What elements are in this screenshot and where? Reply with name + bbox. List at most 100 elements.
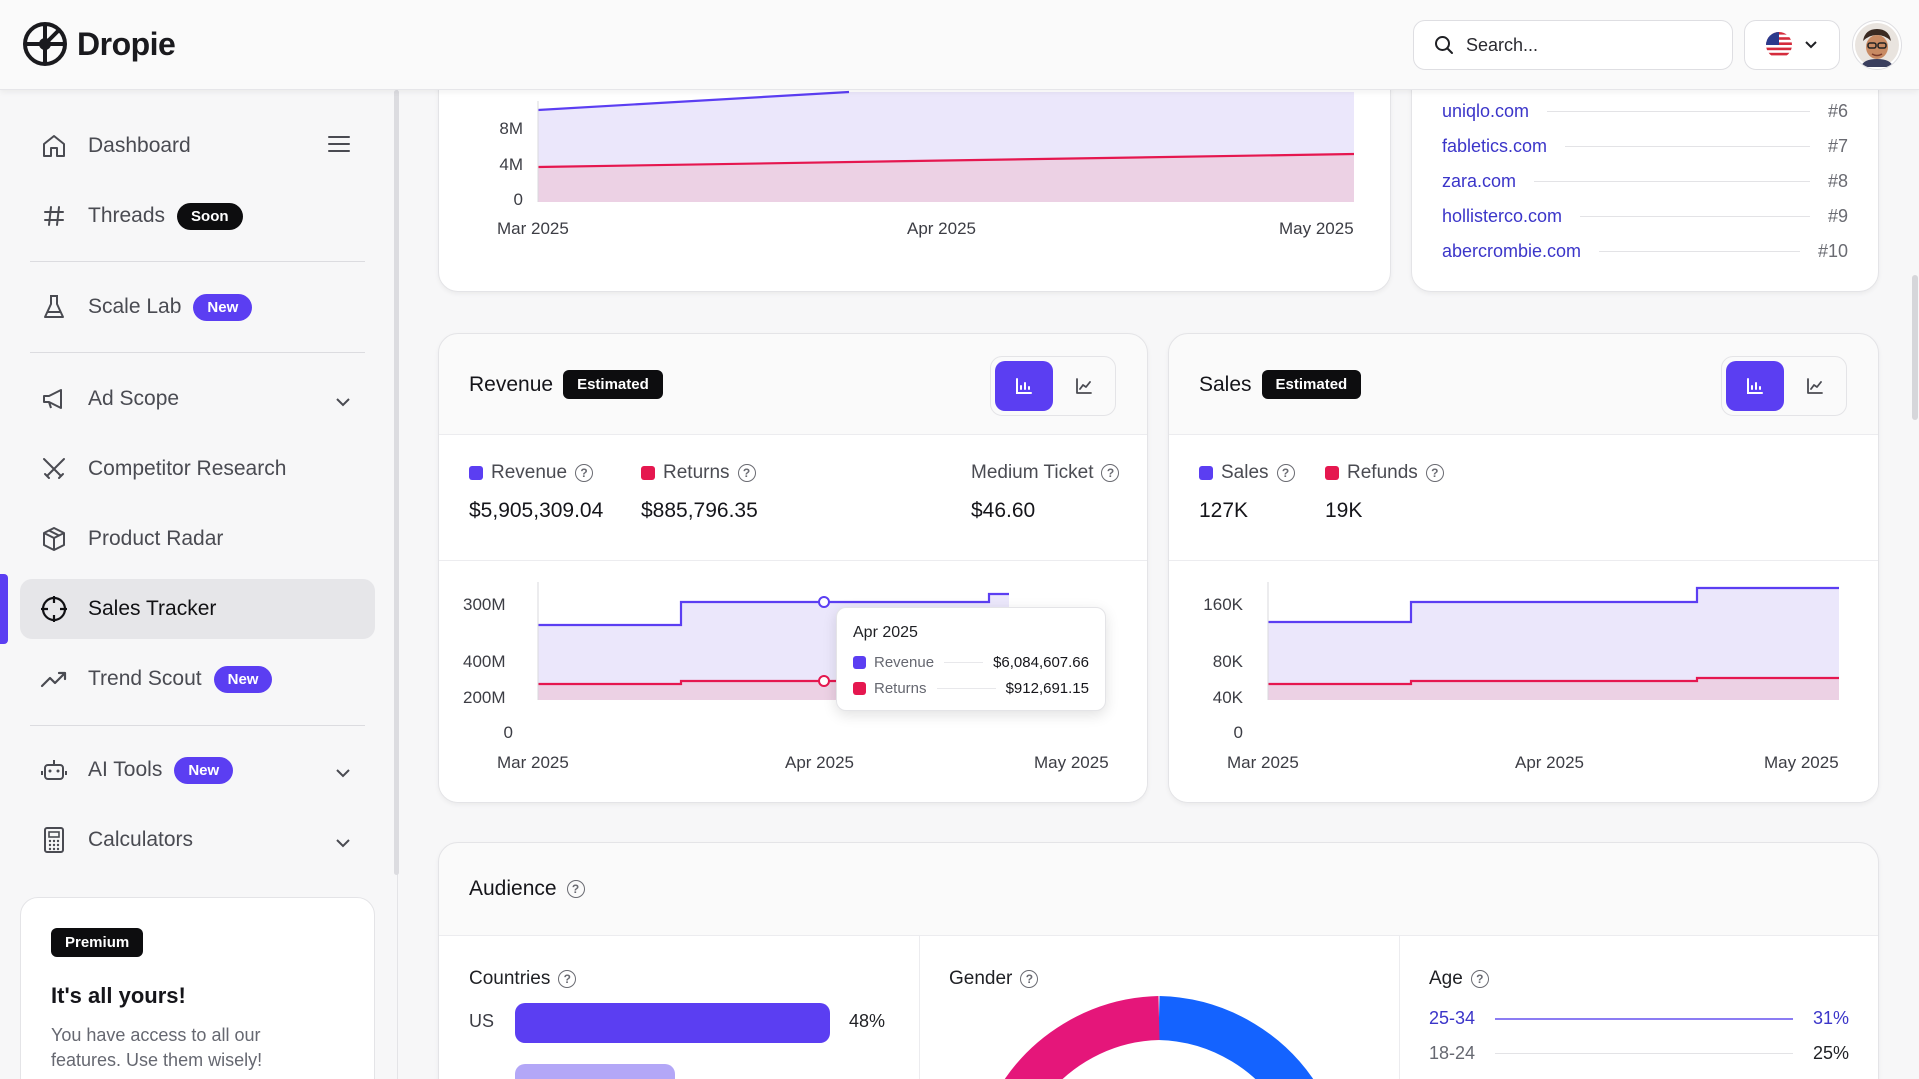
sidebar-item-scale-lab[interactable]: Scale Lab New — [20, 277, 375, 337]
brand-name: Dropie — [77, 25, 176, 62]
sidebar-divider — [30, 352, 365, 353]
gender-title: Gender ? — [949, 968, 1039, 990]
competitor-site[interactable]: hollisterco.com — [1442, 205, 1563, 226]
box-icon — [40, 525, 68, 553]
sidebar-item-label: AI Tools — [88, 758, 163, 781]
sidebar-item-label: Product Radar — [88, 527, 224, 550]
help-icon[interactable]: ? — [1020, 970, 1039, 988]
competitor-rank: #6 — [1827, 100, 1848, 121]
sales-swatch — [1199, 466, 1213, 480]
audience-card: Audience ? Countries ? Gender ? Age ? US… — [438, 842, 1879, 1079]
sidebar-item-threads[interactable]: Threads Soon — [20, 186, 375, 246]
competitor-row[interactable]: fabletics.com #7 — [1442, 134, 1848, 158]
revenue-card: Revenue Estimated Revenue ? Returns ? Me… — [438, 333, 1148, 803]
tooltip-revenue-value: $6,084,607.66 — [993, 654, 1089, 671]
country-bar[interactable] — [515, 1003, 830, 1043]
chevron-down-icon[interactable] — [335, 389, 351, 413]
competitor-row[interactable]: hollisterco.com #9 — [1442, 204, 1848, 228]
age-title: Age ? — [1429, 968, 1489, 990]
competitor-row[interactable]: uniqlo.com #6 — [1442, 99, 1848, 123]
help-icon[interactable]: ? — [1470, 970, 1489, 988]
avatar-icon — [1855, 23, 1899, 67]
age-pct: 31% — [1812, 1008, 1849, 1028]
sidebar-item-trend-scout[interactable]: Trend Scout New — [20, 649, 375, 709]
y-tick: 160K — [1203, 595, 1243, 614]
x-tick: May 2025 — [1034, 753, 1109, 772]
tooltip-title: Apr 2025 — [853, 624, 918, 641]
sales-title-text: Sales — [1199, 372, 1252, 396]
search-icon — [1435, 36, 1453, 54]
sidebar-item-ai-tools[interactable]: AI Tools New — [20, 740, 375, 800]
sidebar-item-ad-scope[interactable]: Ad Scope — [20, 369, 375, 429]
dropie-logo-icon — [23, 22, 67, 66]
language-selector[interactable] — [1744, 20, 1840, 70]
sales-title: Sales Estimated — [1199, 370, 1362, 399]
refunds-legend: Refunds ? — [1325, 462, 1444, 484]
help-icon[interactable]: ? — [566, 880, 585, 898]
main-scrollbar[interactable] — [1912, 275, 1918, 420]
competitor-row[interactable]: abercrombie.com #10 — [1442, 239, 1848, 263]
top-series-primary-line — [537, 90, 850, 112]
line-chart-toggle[interactable] — [1788, 361, 1842, 411]
x-tick: Mar 2025 — [497, 753, 569, 772]
menu-icon[interactable] — [327, 134, 351, 160]
y-tick: 80K — [1212, 652, 1243, 671]
swords-icon — [40, 455, 68, 483]
sales-value: 127K — [1199, 499, 1249, 522]
competitor-row[interactable]: zara.com #8 — [1442, 169, 1848, 193]
flask-icon — [40, 293, 68, 321]
hash-icon — [40, 202, 68, 230]
home-icon — [40, 132, 68, 160]
age-row[interactable]: 18-24 25% — [1429, 1043, 1849, 1064]
competitor-site[interactable]: uniqlo.com — [1442, 100, 1530, 121]
traffic-area-chart — [537, 90, 1355, 202]
bar-chart-icon — [1746, 378, 1763, 394]
line-chart-toggle[interactable] — [1057, 361, 1111, 411]
x-tick: Mar 2025 — [497, 219, 569, 238]
sidebar-item-product-radar[interactable]: Product Radar — [20, 509, 375, 569]
returns-legend-label: Returns — [663, 462, 730, 483]
sales-legend-label: Sales — [1221, 462, 1269, 483]
new-badge: New — [174, 756, 234, 784]
chevron-down-icon[interactable] — [335, 830, 351, 854]
brand-logo[interactable]: Dropie — [21, 20, 176, 68]
chevron-down-icon[interactable] — [335, 760, 351, 784]
premium-title: It's all yours! — [51, 983, 186, 1008]
revenue-swatch — [469, 466, 483, 480]
sidebar-scrollbar[interactable] — [394, 90, 399, 875]
sidebar-divider — [30, 725, 365, 726]
premium-description: You have access to all our features. Use… — [51, 1025, 263, 1070]
traffic-chart-card: 8M 4M 0 Mar 2025 Apr 2025 May 2025 — [438, 40, 1391, 292]
ticket-legend-label: Medium Ticket — [971, 462, 1094, 483]
ticket-value: $46.60 — [971, 499, 1036, 522]
revenue-legend: Revenue ? — [469, 462, 594, 484]
sidebar-item-calculators[interactable]: Calculators — [20, 810, 375, 870]
search-input[interactable]: Search... — [1413, 20, 1733, 70]
user-avatar[interactable] — [1852, 20, 1902, 70]
help-icon[interactable]: ? — [1276, 464, 1295, 482]
sidebar-item-label: Sales Tracker — [88, 597, 217, 620]
crosshair-icon — [40, 595, 68, 623]
country-bar[interactable] — [515, 1064, 675, 1079]
sidebar-item-competitor-research[interactable]: Competitor Research — [20, 439, 375, 499]
bar-chart-toggle[interactable] — [1726, 361, 1784, 411]
sidebar-item-sales-tracker[interactable]: Sales Tracker — [20, 579, 375, 639]
bar-chart-toggle[interactable] — [995, 361, 1053, 411]
age-row[interactable]: 25-34 31% — [1429, 1008, 1849, 1029]
help-icon[interactable]: ? — [1425, 464, 1444, 482]
returns-value: $885,796.35 — [641, 499, 758, 522]
sidebar-item-dashboard[interactable]: Dashboard — [20, 116, 375, 176]
competitor-site[interactable]: zara.com — [1442, 170, 1517, 191]
age-range: 25-34 — [1429, 1008, 1476, 1028]
calculator-icon — [40, 826, 68, 854]
competitor-site[interactable]: fabletics.com — [1442, 135, 1548, 156]
soon-badge: Soon — [177, 202, 243, 230]
sales-body: Sales ? Refunds ? 127K 19K 160K 80K 40K … — [1169, 434, 1878, 802]
help-icon[interactable]: ? — [737, 464, 756, 482]
help-icon[interactable]: ? — [558, 970, 577, 988]
y-tick: 0 — [1233, 723, 1243, 742]
competitor-rank: #8 — [1827, 170, 1848, 191]
competitor-site[interactable]: abercrombie.com — [1442, 240, 1582, 261]
help-icon[interactable]: ? — [1101, 464, 1120, 482]
help-icon[interactable]: ? — [575, 464, 594, 482]
